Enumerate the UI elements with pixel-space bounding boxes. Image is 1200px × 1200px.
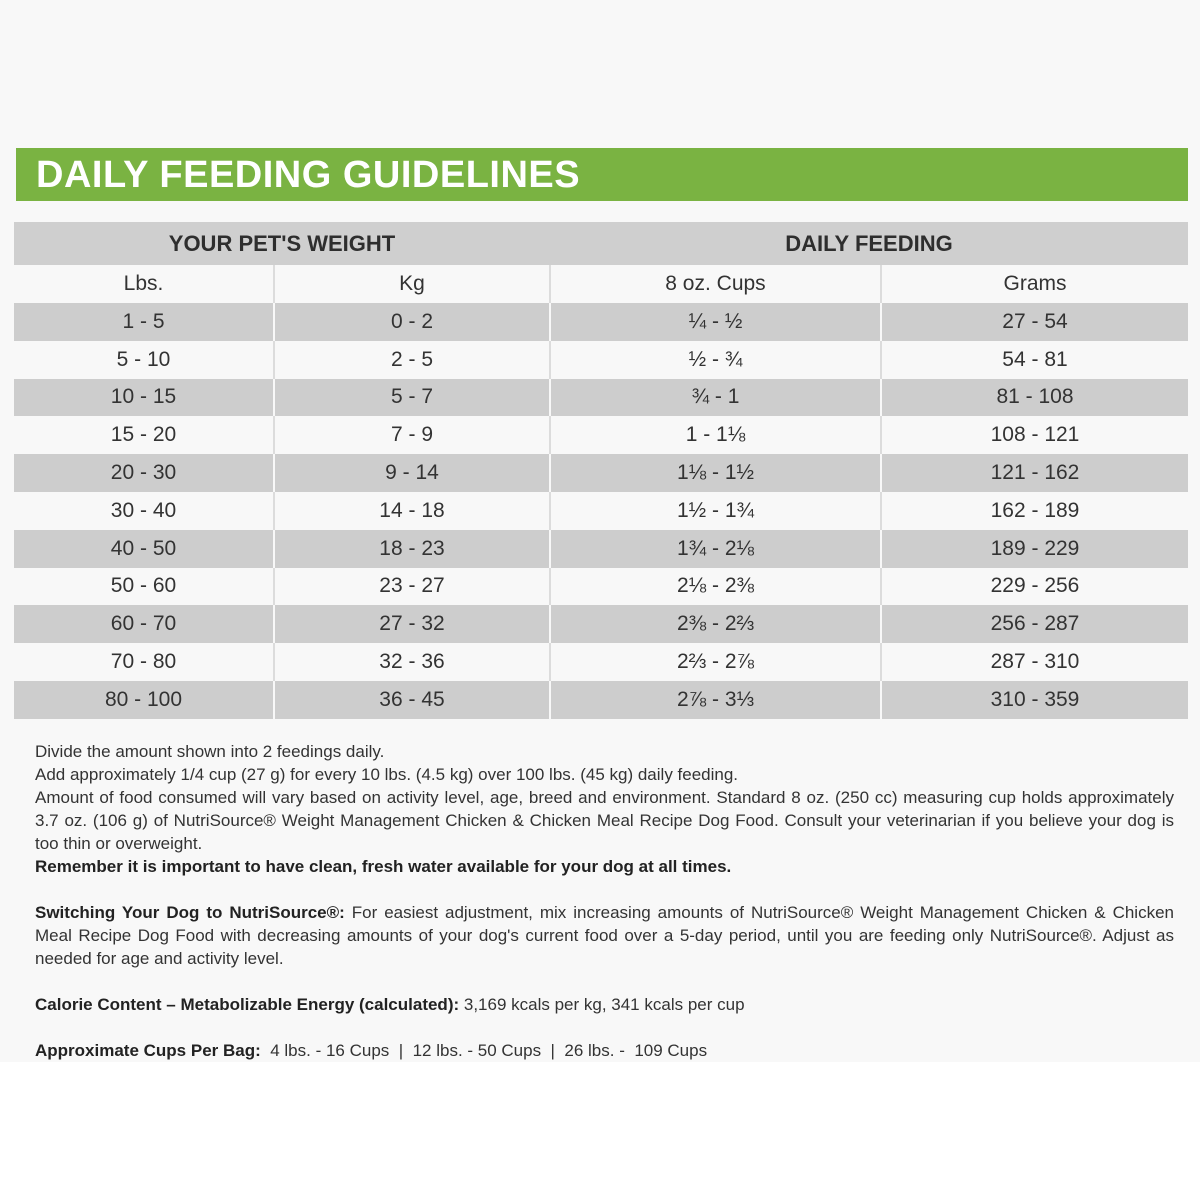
cell-lbs: 1 - 5 — [14, 303, 274, 341]
cell-grams: 54 - 81 — [880, 340, 1188, 379]
cell-grams: 162 - 189 — [880, 491, 1188, 530]
table-row: 30 - 40 14 - 18 1½ - 1¾ 162 - 189 — [14, 491, 1188, 530]
cell-kg: 36 - 45 — [273, 680, 550, 719]
note-calories: Calorie Content – Metabolizable Energy (… — [35, 995, 745, 1014]
note-feedings: Divide the amount shown into 2 feedings … — [35, 742, 385, 761]
cell-kg: 32 - 36 — [273, 643, 550, 681]
cell-lbs: 30 - 40 — [14, 491, 274, 530]
cell-lbs: 15 - 20 — [14, 416, 274, 455]
cell-cups: 1⅛ - 1½ — [549, 454, 881, 492]
table-row: 70 - 80 32 - 36 2⅔ - 2⅞ 287 - 310 — [14, 643, 1188, 681]
cell-kg: 7 - 9 — [273, 416, 550, 455]
note-water: Remember it is important to have clean, … — [35, 857, 732, 876]
cell-grams: 310 - 359 — [880, 680, 1188, 719]
cell-kg: 14 - 18 — [273, 491, 550, 530]
cell-lbs: 40 - 50 — [14, 529, 274, 568]
cell-grams: 27 - 54 — [880, 303, 1188, 341]
cell-cups: ½ - ¾ — [549, 340, 881, 379]
cell-grams: 287 - 310 — [880, 643, 1188, 681]
notes-section: Divide the amount shown into 2 feedings … — [35, 740, 1174, 1062]
cell-cups: ¼ - ½ — [549, 303, 881, 341]
cell-cups: 1 - 1⅛ — [549, 416, 881, 455]
cell-kg: 18 - 23 — [273, 529, 550, 568]
cell-kg: 2 - 5 — [273, 340, 550, 379]
cell-grams: 229 - 256 — [880, 567, 1188, 606]
column-header-row: Lbs. Kg 8 oz. Cups Grams — [14, 265, 1188, 303]
cell-lbs: 5 - 10 — [14, 340, 274, 379]
cell-grams: 81 - 108 — [880, 378, 1188, 417]
note-cups-per-bag: Approximate Cups Per Bag: 4 lbs. - 16 Cu… — [35, 1041, 708, 1060]
cell-kg: 23 - 27 — [273, 567, 550, 606]
group-header-row: YOUR PET'S WEIGHT DAILY FEEDING — [14, 222, 1188, 265]
table-row: 80 - 100 36 - 45 2⅞ - 3⅓ 310 - 359 — [14, 680, 1188, 719]
feeding-table: YOUR PET'S WEIGHT DAILY FEEDING Lbs. Kg … — [14, 222, 1188, 719]
table-row: 60 - 70 27 - 32 2⅜ - 2⅔ 256 - 287 — [14, 605, 1188, 644]
calorie-label: Calorie Content – Metabolizable Energy (… — [35, 995, 460, 1014]
switching-label: Switching Your Dog to NutriSource®: — [35, 903, 345, 922]
table-row: 50 - 60 23 - 27 2⅛ - 2⅜ 229 - 256 — [14, 567, 1188, 606]
cell-cups: 2⅛ - 2⅜ — [549, 567, 881, 606]
cell-cups: 2⅔ - 2⅞ — [549, 643, 881, 681]
table-row: 40 - 50 18 - 23 1¾ - 2⅛ 189 - 229 — [14, 529, 1188, 568]
column-header-cups: 8 oz. Cups — [549, 265, 881, 303]
cell-cups: 2⅞ - 3⅓ — [549, 680, 881, 719]
cell-kg: 5 - 7 — [273, 378, 550, 417]
cell-lbs: 80 - 100 — [14, 680, 274, 719]
cell-grams: 108 - 121 — [880, 416, 1188, 455]
note-switching: Switching Your Dog to NutriSource®: For … — [35, 903, 1174, 968]
group-header-feeding: DAILY FEEDING — [550, 222, 1188, 265]
column-header-kg: Kg — [273, 265, 550, 303]
note-amount: Amount of food consumed will vary based … — [35, 788, 1174, 853]
cell-lbs: 50 - 60 — [14, 567, 274, 606]
column-header-grams: Grams — [880, 265, 1188, 303]
cell-lbs: 10 - 15 — [14, 378, 274, 417]
cell-grams: 256 - 287 — [880, 605, 1188, 644]
cell-grams: 121 - 162 — [880, 454, 1188, 492]
cell-kg: 27 - 32 — [273, 605, 550, 644]
note-over-100: Add approximately 1/4 cup (27 g) for eve… — [35, 765, 739, 784]
cell-cups: 1¾ - 2⅛ — [549, 529, 881, 568]
cell-lbs: 20 - 30 — [14, 454, 274, 492]
cups-label: Approximate Cups Per Bag: — [35, 1041, 261, 1060]
column-header-lbs: Lbs. — [14, 265, 274, 303]
cell-cups: 2⅜ - 2⅔ — [549, 605, 881, 644]
cell-lbs: 70 - 80 — [14, 643, 274, 681]
cell-cups: ¾ - 1 — [549, 378, 881, 417]
cell-kg: 0 - 2 — [273, 303, 550, 341]
page-title: DAILY FEEDING GUIDELINES — [36, 154, 581, 196]
cell-lbs: 60 - 70 — [14, 605, 274, 644]
cell-grams: 189 - 229 — [880, 529, 1188, 568]
title-banner: DAILY FEEDING GUIDELINES — [16, 148, 1188, 201]
cell-kg: 9 - 14 — [273, 454, 550, 492]
cell-cups: 1½ - 1¾ — [549, 491, 881, 530]
table-row: 20 - 30 9 - 14 1⅛ - 1½ 121 - 162 — [14, 454, 1188, 492]
group-header-weight: YOUR PET'S WEIGHT — [14, 222, 550, 265]
